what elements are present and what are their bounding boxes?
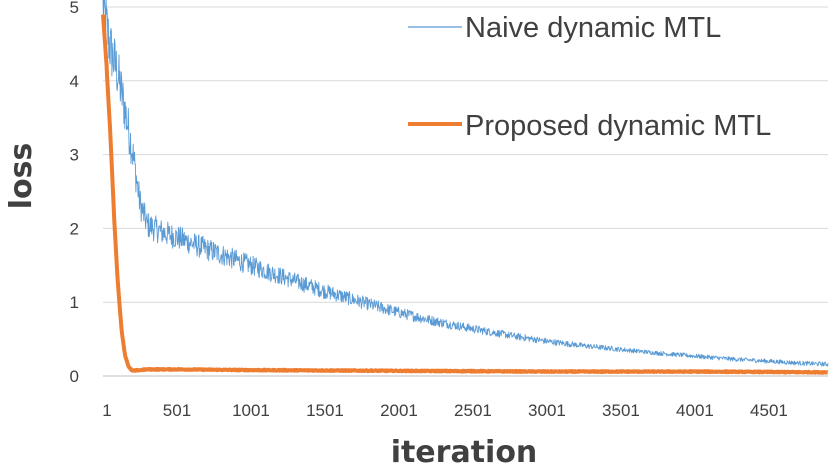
y-tick-label: 2 xyxy=(70,219,79,238)
x-tick-label: 2001 xyxy=(380,401,418,420)
x-tick-label: 3501 xyxy=(602,401,640,420)
x-tick-labels: 1 501 1001 1501 2001 2501 3001 3501 4001 4501 xyxy=(102,401,788,420)
legend-label-naive: Naive dynamic MTL xyxy=(465,12,721,44)
x-tick-label: 1501 xyxy=(306,401,344,420)
y-tick-labels: 0 1 2 3 4 5 xyxy=(70,0,79,386)
x-tick-label: 1 xyxy=(102,401,111,420)
x-tick-label: 1001 xyxy=(232,401,270,420)
gridlines xyxy=(103,6,828,377)
y-tick-label: 4 xyxy=(70,72,79,91)
y-tick-label: 3 xyxy=(70,146,79,165)
x-tick-label: 4001 xyxy=(676,401,714,420)
x-tick-label: 501 xyxy=(163,401,191,420)
legend-label-proposed: Proposed dynamic MTL xyxy=(465,110,771,142)
y-tick-label: 5 xyxy=(70,0,79,17)
x-tick-label: 4501 xyxy=(750,401,788,420)
y-tick-label: 0 xyxy=(70,367,79,386)
x-tick-label: 2501 xyxy=(454,401,492,420)
y-axis-title: loss xyxy=(4,143,39,210)
x-axis-title: iteration xyxy=(391,435,538,466)
y-tick-label: 1 xyxy=(70,293,79,312)
x-tick-label: 3001 xyxy=(528,401,566,420)
series-lines xyxy=(101,0,829,375)
series-line-naive xyxy=(102,0,829,367)
series-line-proposed xyxy=(101,14,829,375)
legend: Naive dynamic MTL Proposed dynamic MTL xyxy=(408,12,771,142)
